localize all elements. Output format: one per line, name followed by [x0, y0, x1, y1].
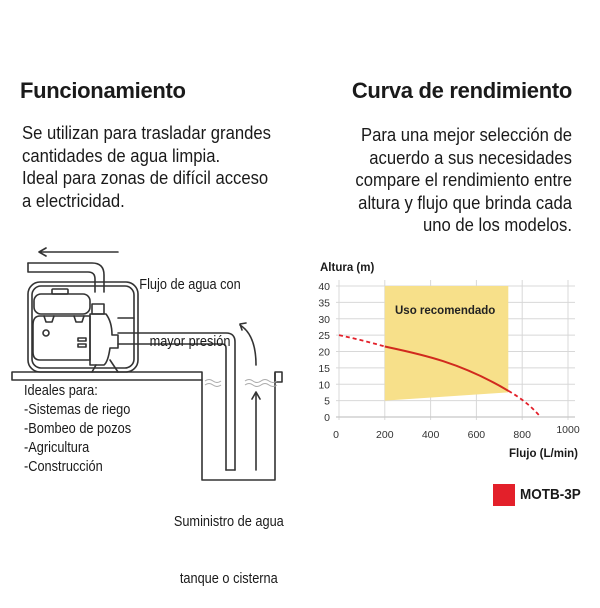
flow-label: Flujo de agua con mayor presión: [120, 238, 261, 371]
ideal-uses-list: Ideales para: -Sistemas de riego -Bombeo…: [24, 382, 146, 477]
outlet-pipe: [27, 262, 105, 293]
recommended-zone-label: Uso recomendado: [395, 305, 495, 317]
suction-arrow-icon: [239, 322, 261, 471]
ideal-uses-title: Ideales para:: [24, 383, 98, 399]
description-line: compare el rendimiento entre: [355, 169, 572, 190]
svg-text:200: 200: [376, 429, 394, 441]
description-line: Se utilizan para trasladar grandes: [22, 122, 271, 143]
flow-label-line: mayor presión: [149, 334, 231, 350]
ideal-use-item: -Construcción: [24, 459, 103, 475]
pump-diagram: [11, 247, 283, 481]
funcionamiento-description: Se utilizan para trasladar grandes canti…: [22, 122, 299, 212]
curva-description: Para una mejor selección de acuerdo a su…: [282, 124, 572, 237]
performance-chart: Altura (m) Uso recomendado 40 35 30 25 2…: [318, 262, 580, 460]
svg-text:10: 10: [318, 379, 330, 391]
supply-label: Suministro de agua tanque o cisterna: [165, 475, 293, 608]
section-title-funcionamiento: Funcionamiento: [20, 78, 186, 103]
y-tick-labels: 40 35 30 25 20 15 10 5 0: [318, 281, 330, 424]
svg-text:35: 35: [318, 297, 330, 309]
svg-text:20: 20: [318, 347, 330, 359]
description-line: Ideal para zonas de difícil acceso: [22, 167, 269, 188]
curve-dashed-left: [338, 334, 386, 348]
water-tank-icon: [201, 371, 283, 481]
x-tick-labels: 0 200 400 600 800 1000: [333, 424, 580, 441]
svg-text:30: 30: [318, 314, 330, 326]
description-line: a electricidad.: [22, 189, 125, 211]
flow-label-line: Flujo de agua con: [139, 277, 241, 293]
svg-text:400: 400: [422, 429, 440, 441]
description-line: altura y flujo que brinda cada: [358, 191, 572, 213]
chart-x-axis-label: Flujo (L/min): [509, 448, 578, 460]
curve-solid: [384, 345, 509, 392]
ideal-use-item: -Sistemas de riego: [24, 402, 131, 418]
description-line: uno de los modelos.: [422, 214, 572, 235]
curve-dashed-right: [507, 390, 542, 418]
svg-text:0: 0: [324, 412, 330, 424]
svg-text:600: 600: [468, 429, 486, 441]
svg-text:0: 0: [333, 429, 339, 441]
suction-hose: [117, 332, 236, 471]
svg-text:800: 800: [513, 429, 531, 441]
legend-swatch: [493, 484, 515, 506]
ideal-use-item: -Agricultura: [24, 440, 90, 456]
ground-platform: [11, 371, 203, 381]
svg-text:25: 25: [318, 330, 330, 342]
description-line: acuerdo a sus necesidades: [369, 146, 572, 168]
supply-label-line: tanque o cisterna: [179, 571, 278, 587]
ideal-use-item: -Bombeo de pozos: [24, 421, 132, 437]
section-title-curva: Curva de rendimiento: [351, 78, 572, 103]
supply-label-line: Suministro de agua: [173, 514, 284, 530]
outlet-arrow-icon: [38, 247, 119, 257]
svg-text:40: 40: [318, 281, 330, 293]
water-waves: [204, 379, 278, 387]
svg-text:5: 5: [324, 396, 330, 408]
svg-text:15: 15: [318, 363, 330, 375]
recommended-zone: [384, 286, 509, 401]
description-line: cantidades de agua limpia.: [22, 144, 221, 166]
legend-label: MOTB-3P: [520, 486, 581, 503]
chart-y-axis-label: Altura (m): [320, 262, 374, 274]
description-line: Para una mejor selección de: [360, 124, 572, 145]
svg-text:1000: 1000: [556, 424, 580, 436]
